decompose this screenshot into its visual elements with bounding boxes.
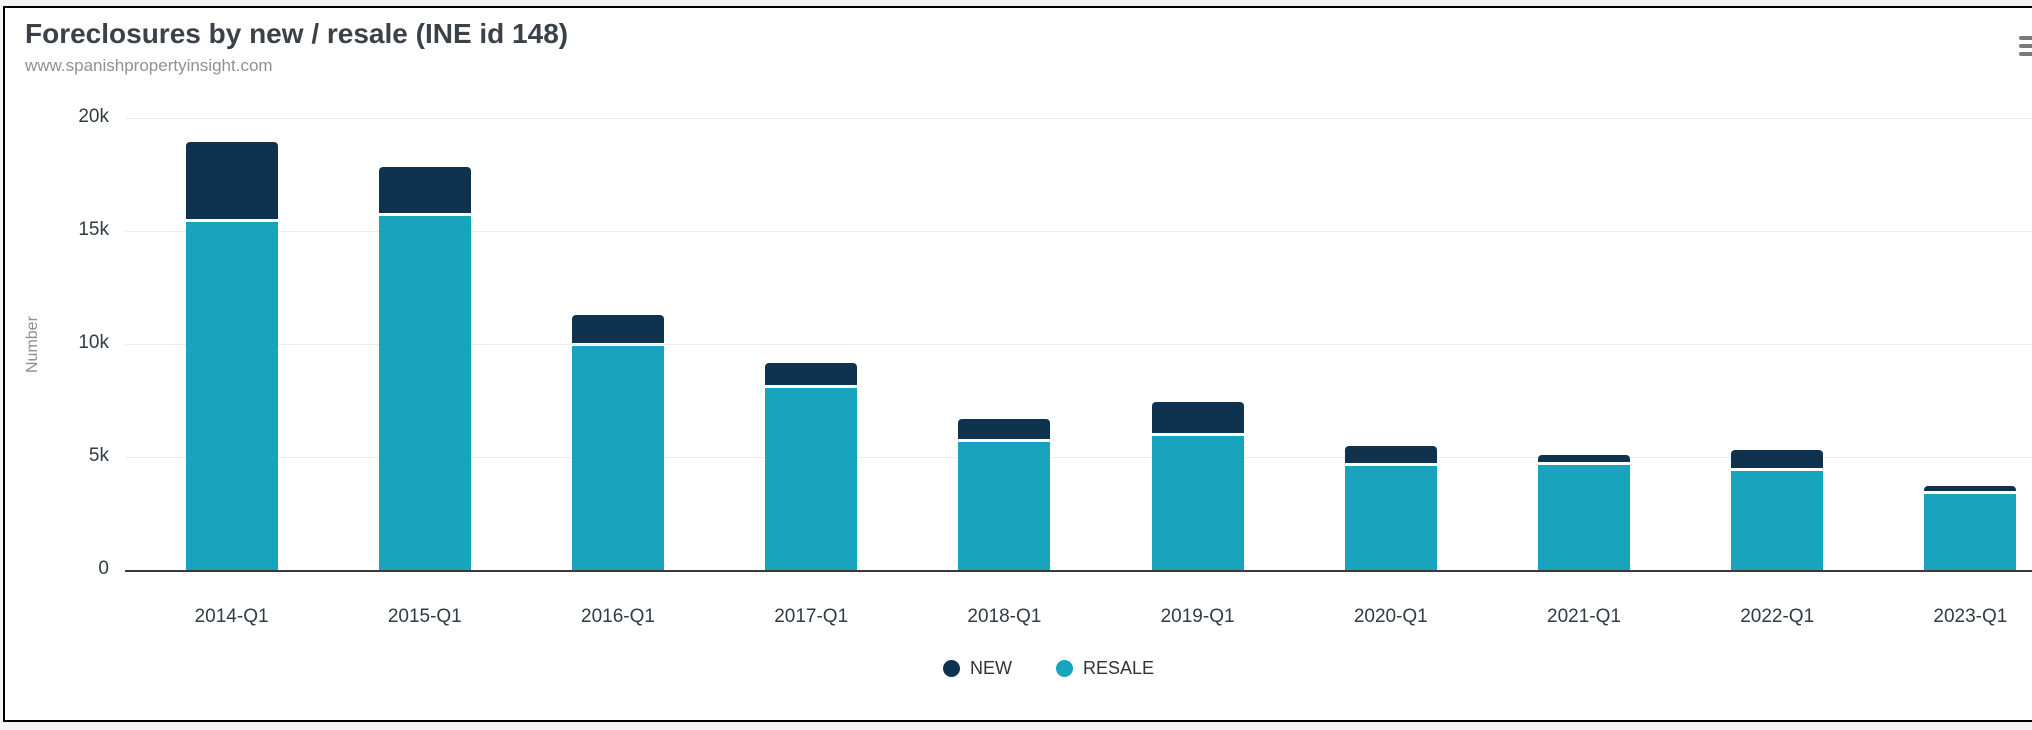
bar-group-2014-Q1[interactable] — [185, 141, 278, 570]
bar-segment-resale[interactable] — [1924, 494, 2017, 570]
new-series-dot-icon — [942, 660, 960, 677]
bar-group-2019-Q1[interactable] — [1151, 401, 1244, 570]
bar-group-2016-Q1[interactable] — [572, 314, 664, 570]
bar-segment-resale[interactable] — [1151, 435, 1244, 570]
x-axis-label: 2017-Q1 — [774, 606, 849, 627]
gridline — [125, 457, 2032, 458]
bar-segment-new[interactable] — [1538, 454, 1630, 462]
bar-group-2015-Q1[interactable] — [378, 166, 471, 570]
legend-label-resale: RESALE — [1082, 658, 1155, 678]
bar-group-2017-Q1[interactable] — [765, 363, 858, 570]
bar-segment-resale[interactable] — [1344, 466, 1437, 570]
bar-segment-resale[interactable] — [958, 442, 1051, 570]
gridline — [125, 344, 2032, 345]
hamburger-menu-icon[interactable] — [2019, 36, 2032, 56]
bar-segment-new[interactable] — [1924, 486, 2017, 492]
x-axis-label: 2016-Q1 — [581, 606, 655, 627]
bar-segment-new[interactable] — [1344, 445, 1437, 464]
legend-label-new: NEW — [969, 658, 1012, 678]
bar-segment-new[interactable] — [1731, 450, 1824, 468]
chart-card: Foreclosures by new / resale (INE id 148… — [3, 6, 2032, 722]
bar-segment-resale[interactable] — [1538, 464, 1630, 570]
x-axis-label: 2019-Q1 — [1160, 606, 1235, 627]
gridline — [125, 118, 2032, 119]
gridline — [125, 231, 2032, 232]
legend-item-new[interactable]: NEW — [942, 658, 1012, 679]
x-axis-label: 2014-Q1 — [194, 606, 269, 627]
x-axis-label: 2022-Q1 — [1740, 606, 1815, 627]
x-axis-label: 2015-Q1 — [387, 606, 462, 627]
resale-series-dot-icon — [1055, 660, 1073, 677]
bar-segment-resale[interactable] — [572, 346, 664, 570]
bar-segment-resale[interactable] — [378, 216, 471, 570]
bar-segment-new[interactable] — [185, 141, 278, 219]
bar-segment-new[interactable] — [572, 314, 664, 344]
y-axis-tick-label: 0 — [98, 558, 109, 579]
x-axis-line — [125, 570, 2032, 572]
bar-segment-new[interactable] — [378, 166, 471, 214]
bar-group-2022-Q1[interactable] — [1731, 450, 1824, 570]
bar-segment-new[interactable] — [958, 418, 1051, 440]
chart-subtitle: www.spanishpropertyinsight.com — [25, 56, 273, 75]
x-axis-label: 2018-Q1 — [967, 606, 1042, 627]
bar-segment-resale[interactable] — [1731, 470, 1824, 570]
bar-segment-resale[interactable] — [765, 388, 858, 570]
y-axis-tick-label: 10k — [78, 332, 109, 353]
bar-group-2020-Q1[interactable] — [1344, 445, 1437, 570]
bar-segment-resale[interactable] — [185, 221, 278, 570]
y-axis-tick-label: 20k — [78, 106, 109, 127]
x-axis-label: 2023-Q1 — [1933, 606, 2008, 627]
legend-item-resale[interactable]: RESALE — [1055, 658, 1155, 679]
x-axis-label: 2021-Q1 — [1547, 606, 1621, 627]
bar-group-2023-Q1[interactable] — [1924, 486, 2017, 570]
bar-group-2018-Q1[interactable] — [958, 418, 1051, 570]
bar-group-2021-Q1[interactable] — [1538, 454, 1630, 570]
y-axis-tick-label: 15k — [78, 219, 109, 240]
legend: NEW RESALE — [5, 658, 2032, 679]
y-axis-tick-label: 5k — [88, 445, 109, 466]
bar-segment-new[interactable] — [1151, 401, 1244, 433]
x-axis-label: 2020-Q1 — [1353, 606, 1428, 627]
chart-title: Foreclosures by new / resale (INE id 148… — [25, 18, 569, 49]
bar-segment-new[interactable] — [765, 363, 858, 386]
